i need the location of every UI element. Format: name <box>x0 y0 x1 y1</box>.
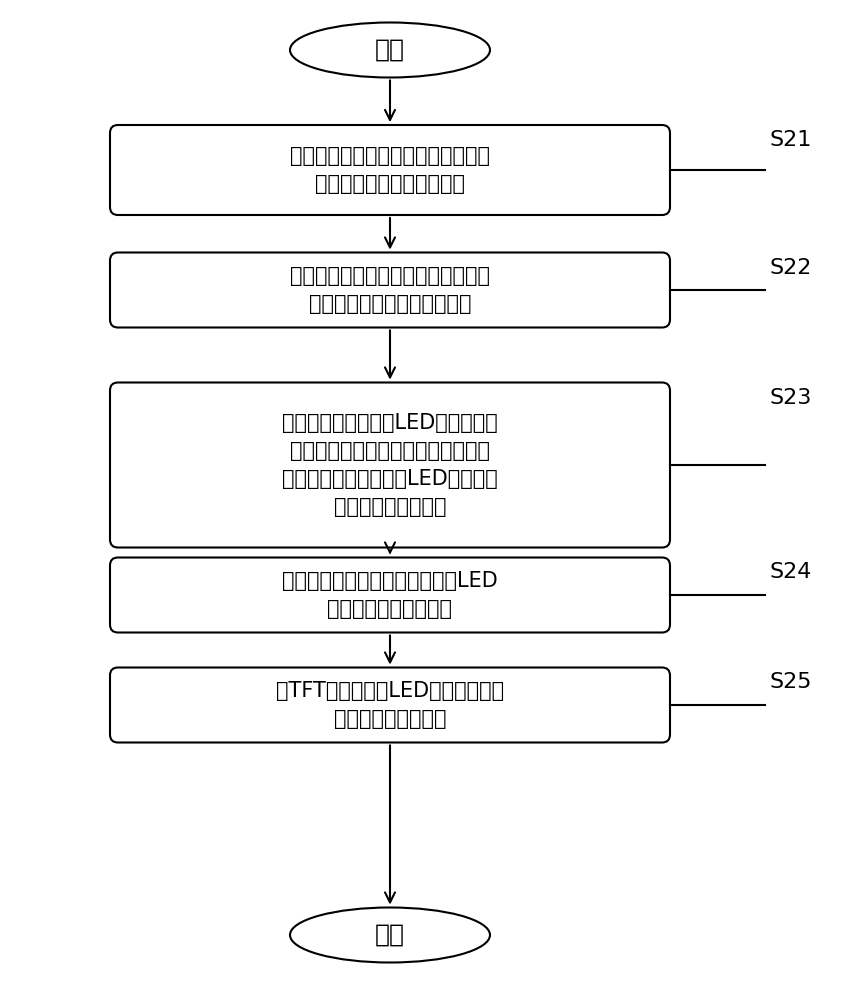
FancyBboxPatch shape <box>110 558 670 633</box>
FancyBboxPatch shape <box>110 125 670 215</box>
Text: 结束: 结束 <box>375 923 405 947</box>
FancyBboxPatch shape <box>110 668 670 742</box>
FancyBboxPatch shape <box>110 252 670 328</box>
Text: S24: S24 <box>770 562 812 582</box>
Text: 对粘合剂进行光照固化以使微型LED
阵列固定粘接于触摸屏: 对粘合剂进行光照固化以使微型LED 阵列固定粘接于触摸屏 <box>282 571 498 619</box>
Text: 将TFT背板与微型LED阵列线路连接
并贴合封装于触摸屏: 将TFT背板与微型LED阵列线路连接 并贴合封装于触摸屏 <box>276 681 504 729</box>
Text: S25: S25 <box>770 672 812 692</box>
Text: S22: S22 <box>770 257 812 277</box>
Text: 将粘合剂涂覆于触摸屏远离玻璃盖板
的一面并对粘合剂进行预固化: 将粘合剂涂覆于触摸屏远离玻璃盖板 的一面并对粘合剂进行预固化 <box>290 266 490 314</box>
Ellipse shape <box>290 22 490 78</box>
Text: 采用热分离胶将微型LED阵列从原始
衬底处拾起，基于热分离胶在不同温
度下的粘性变化将微型LED阵列进行
转移并贴合于触摸屏: 采用热分离胶将微型LED阵列从原始 衬底处拾起，基于热分离胶在不同温 度下的粘性… <box>282 413 498 517</box>
Text: S21: S21 <box>770 130 812 150</box>
Ellipse shape <box>290 908 490 962</box>
Text: 以玻璃盖板为基础，将制备完成的触
摸屏贴合于玻璃盖板的一面: 以玻璃盖板为基础，将制备完成的触 摸屏贴合于玻璃盖板的一面 <box>290 146 490 194</box>
FancyBboxPatch shape <box>110 382 670 548</box>
Text: S23: S23 <box>770 387 812 408</box>
Text: 开始: 开始 <box>375 38 405 62</box>
